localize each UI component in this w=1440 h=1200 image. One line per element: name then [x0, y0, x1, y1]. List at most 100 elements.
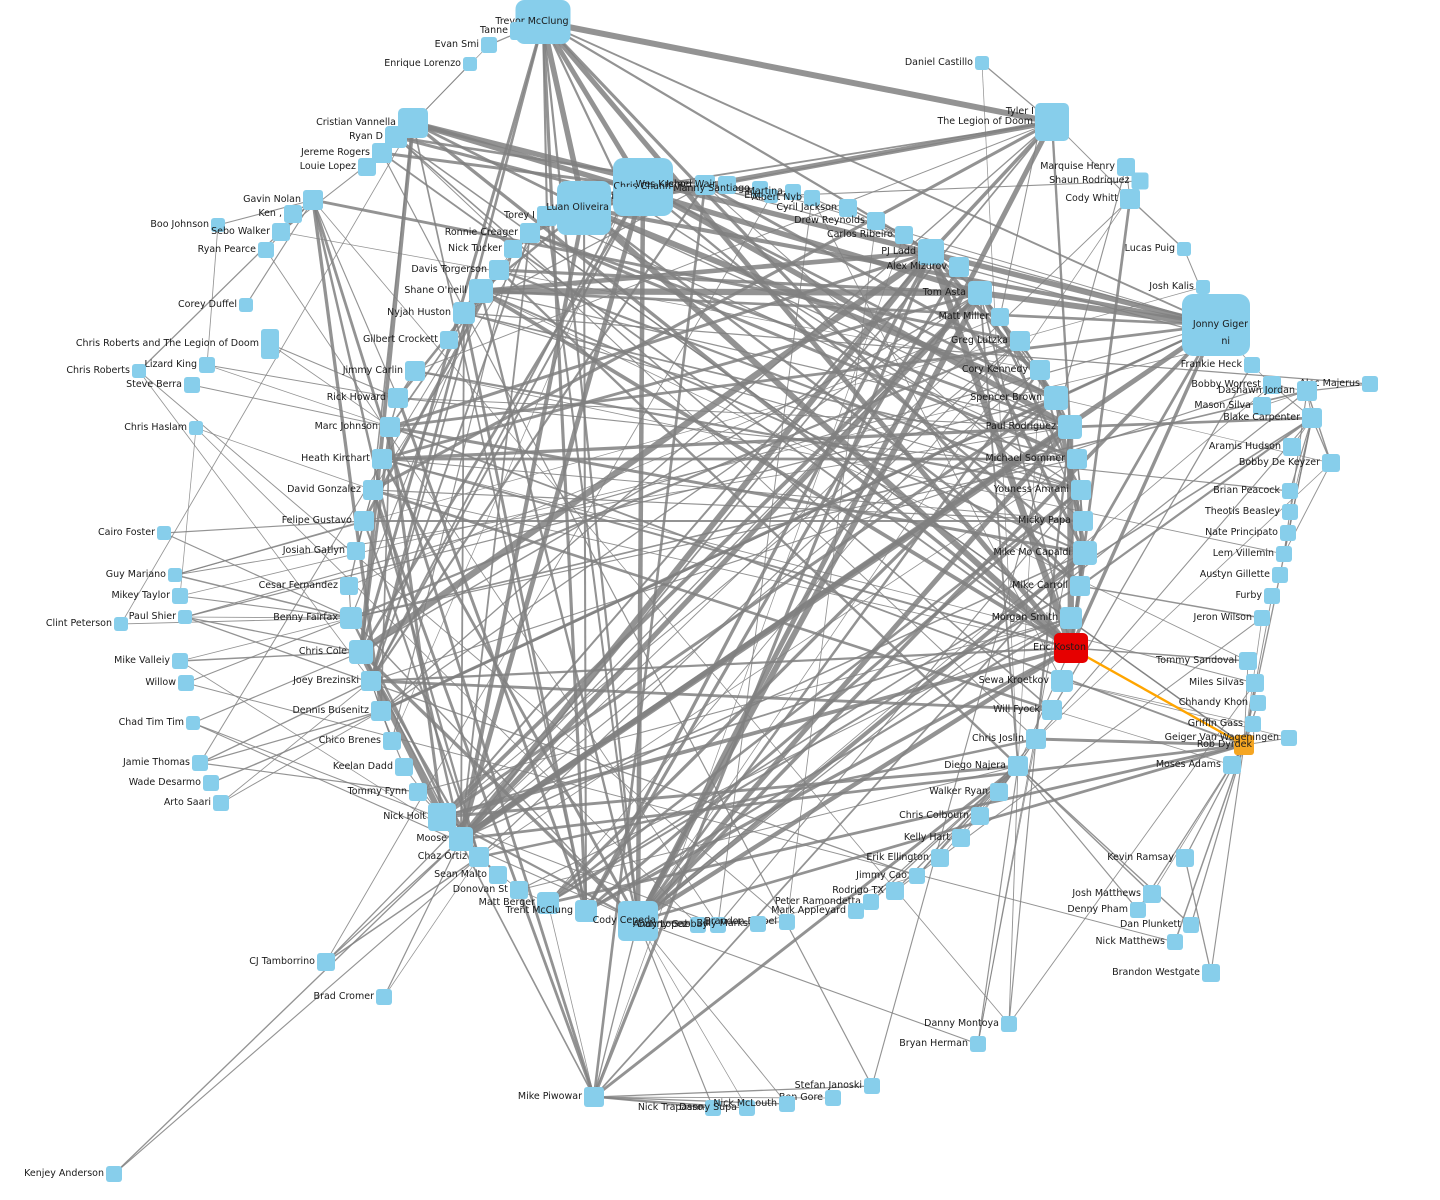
graph-node[interactable] — [272, 223, 290, 241]
graph-node[interactable] — [106, 1166, 122, 1182]
graph-node[interactable] — [358, 158, 376, 176]
graph-node[interactable] — [347, 542, 365, 560]
graph-node[interactable] — [1026, 729, 1046, 749]
graph-node[interactable] — [990, 783, 1008, 801]
graph-node[interactable] — [376, 989, 392, 1005]
graph-node[interactable] — [1044, 386, 1068, 410]
graph-node[interactable] — [1281, 730, 1297, 746]
graph-node[interactable] — [361, 671, 381, 691]
graph-node[interactable] — [1001, 1016, 1017, 1032]
graph-node[interactable] — [385, 126, 407, 148]
graph-node[interactable] — [469, 847, 489, 867]
graph-node[interactable] — [1202, 964, 1220, 982]
graph-node[interactable] — [1272, 567, 1288, 583]
graph-node[interactable] — [1177, 242, 1191, 256]
graph-node[interactable] — [504, 240, 522, 258]
graph-node[interactable] — [863, 894, 879, 910]
graph-node[interactable] — [779, 914, 795, 930]
graph-node[interactable] — [895, 226, 913, 244]
graph-node[interactable] — [178, 610, 192, 624]
graph-node[interactable] — [189, 421, 203, 435]
graph-node[interactable] — [575, 900, 597, 922]
graph-node[interactable] — [178, 675, 194, 691]
graph-node[interactable] — [785, 184, 801, 200]
graph-node[interactable] — [1244, 357, 1260, 373]
graph-node[interactable] — [825, 1090, 841, 1106]
graph-node[interactable] — [1073, 511, 1093, 531]
graph-node[interactable] — [428, 803, 456, 831]
graph-node[interactable] — [192, 755, 208, 771]
graph-node[interactable] — [1130, 902, 1146, 918]
graph-node[interactable] — [340, 607, 362, 629]
graph-node[interactable] — [405, 361, 425, 381]
graph-node[interactable] — [489, 866, 507, 884]
graph-node[interactable] — [1035, 103, 1069, 141]
graph-node[interactable] — [1297, 381, 1317, 401]
graph-node[interactable] — [261, 329, 279, 359]
graph-node[interactable] — [804, 190, 820, 206]
graph-node[interactable] — [886, 882, 904, 900]
graph-node[interactable] — [372, 449, 392, 469]
graph-node[interactable] — [931, 849, 949, 867]
graph-node[interactable] — [1131, 172, 1149, 190]
graph-node[interactable] — [1167, 934, 1183, 950]
graph-node[interactable] — [839, 199, 857, 217]
graph-node[interactable] — [1117, 158, 1135, 176]
graph-node[interactable] — [975, 56, 989, 70]
graph-node[interactable] — [354, 511, 374, 531]
graph-node[interactable] — [1234, 735, 1254, 755]
graph-node[interactable] — [132, 364, 146, 378]
graph-node[interactable] — [409, 783, 427, 801]
graph-node[interactable] — [718, 176, 736, 194]
graph-node[interactable] — [1280, 525, 1296, 541]
graph-node[interactable] — [1051, 670, 1073, 692]
graph-node[interactable] — [489, 260, 509, 280]
graph-node[interactable] — [440, 331, 458, 349]
graph-node[interactable] — [1008, 756, 1028, 776]
graph-node[interactable] — [184, 377, 200, 393]
graph-node[interactable] — [1030, 360, 1050, 380]
graph-node[interactable] — [199, 357, 215, 373]
graph-node[interactable] — [537, 892, 559, 914]
graph-node[interactable] — [1070, 576, 1090, 596]
graph-node[interactable] — [453, 302, 475, 324]
graph-node[interactable] — [469, 279, 493, 303]
graph-node[interactable] — [380, 417, 400, 437]
graph-node[interactable] — [1282, 483, 1298, 499]
graph-node[interactable] — [1183, 917, 1199, 933]
graph-node[interactable] — [557, 181, 611, 235]
graph-node[interactable] — [372, 143, 392, 163]
graph-node[interactable] — [764, 189, 778, 203]
graph-node[interactable] — [1246, 674, 1264, 692]
graph-node[interactable] — [537, 206, 557, 226]
graph-node[interactable] — [239, 298, 253, 312]
graph-node[interactable] — [1264, 588, 1280, 604]
graph-node[interactable] — [949, 257, 969, 277]
graph-node[interactable] — [970, 1036, 986, 1052]
graph-node[interactable] — [1143, 885, 1161, 903]
graph-node[interactable] — [1232, 337, 1242, 347]
graph-node[interactable] — [1058, 415, 1082, 439]
graph-node[interactable] — [739, 1100, 755, 1116]
graph-node[interactable] — [168, 568, 182, 582]
graph-node[interactable] — [867, 212, 885, 230]
graph-node[interactable] — [1283, 438, 1301, 456]
graph-node[interactable] — [1239, 652, 1257, 670]
graph-node[interactable] — [172, 588, 188, 604]
graph-node[interactable] — [909, 868, 925, 884]
graph-node[interactable] — [1176, 849, 1194, 867]
graph-node[interactable] — [510, 881, 528, 899]
graph-node[interactable] — [303, 190, 323, 210]
graph-node[interactable] — [1071, 480, 1091, 500]
graph-node[interactable] — [1250, 695, 1266, 711]
graph-node[interactable] — [690, 917, 706, 933]
graph-node[interactable] — [1282, 504, 1298, 520]
graph-node[interactable] — [1276, 546, 1292, 562]
graph-node[interactable] — [952, 829, 970, 847]
graph-node[interactable] — [1120, 189, 1140, 209]
graph-node[interactable] — [317, 953, 335, 971]
graph-node[interactable] — [848, 903, 864, 919]
graph-node[interactable] — [363, 480, 383, 500]
graph-node[interactable] — [1067, 449, 1087, 469]
graph-node[interactable] — [371, 701, 391, 721]
